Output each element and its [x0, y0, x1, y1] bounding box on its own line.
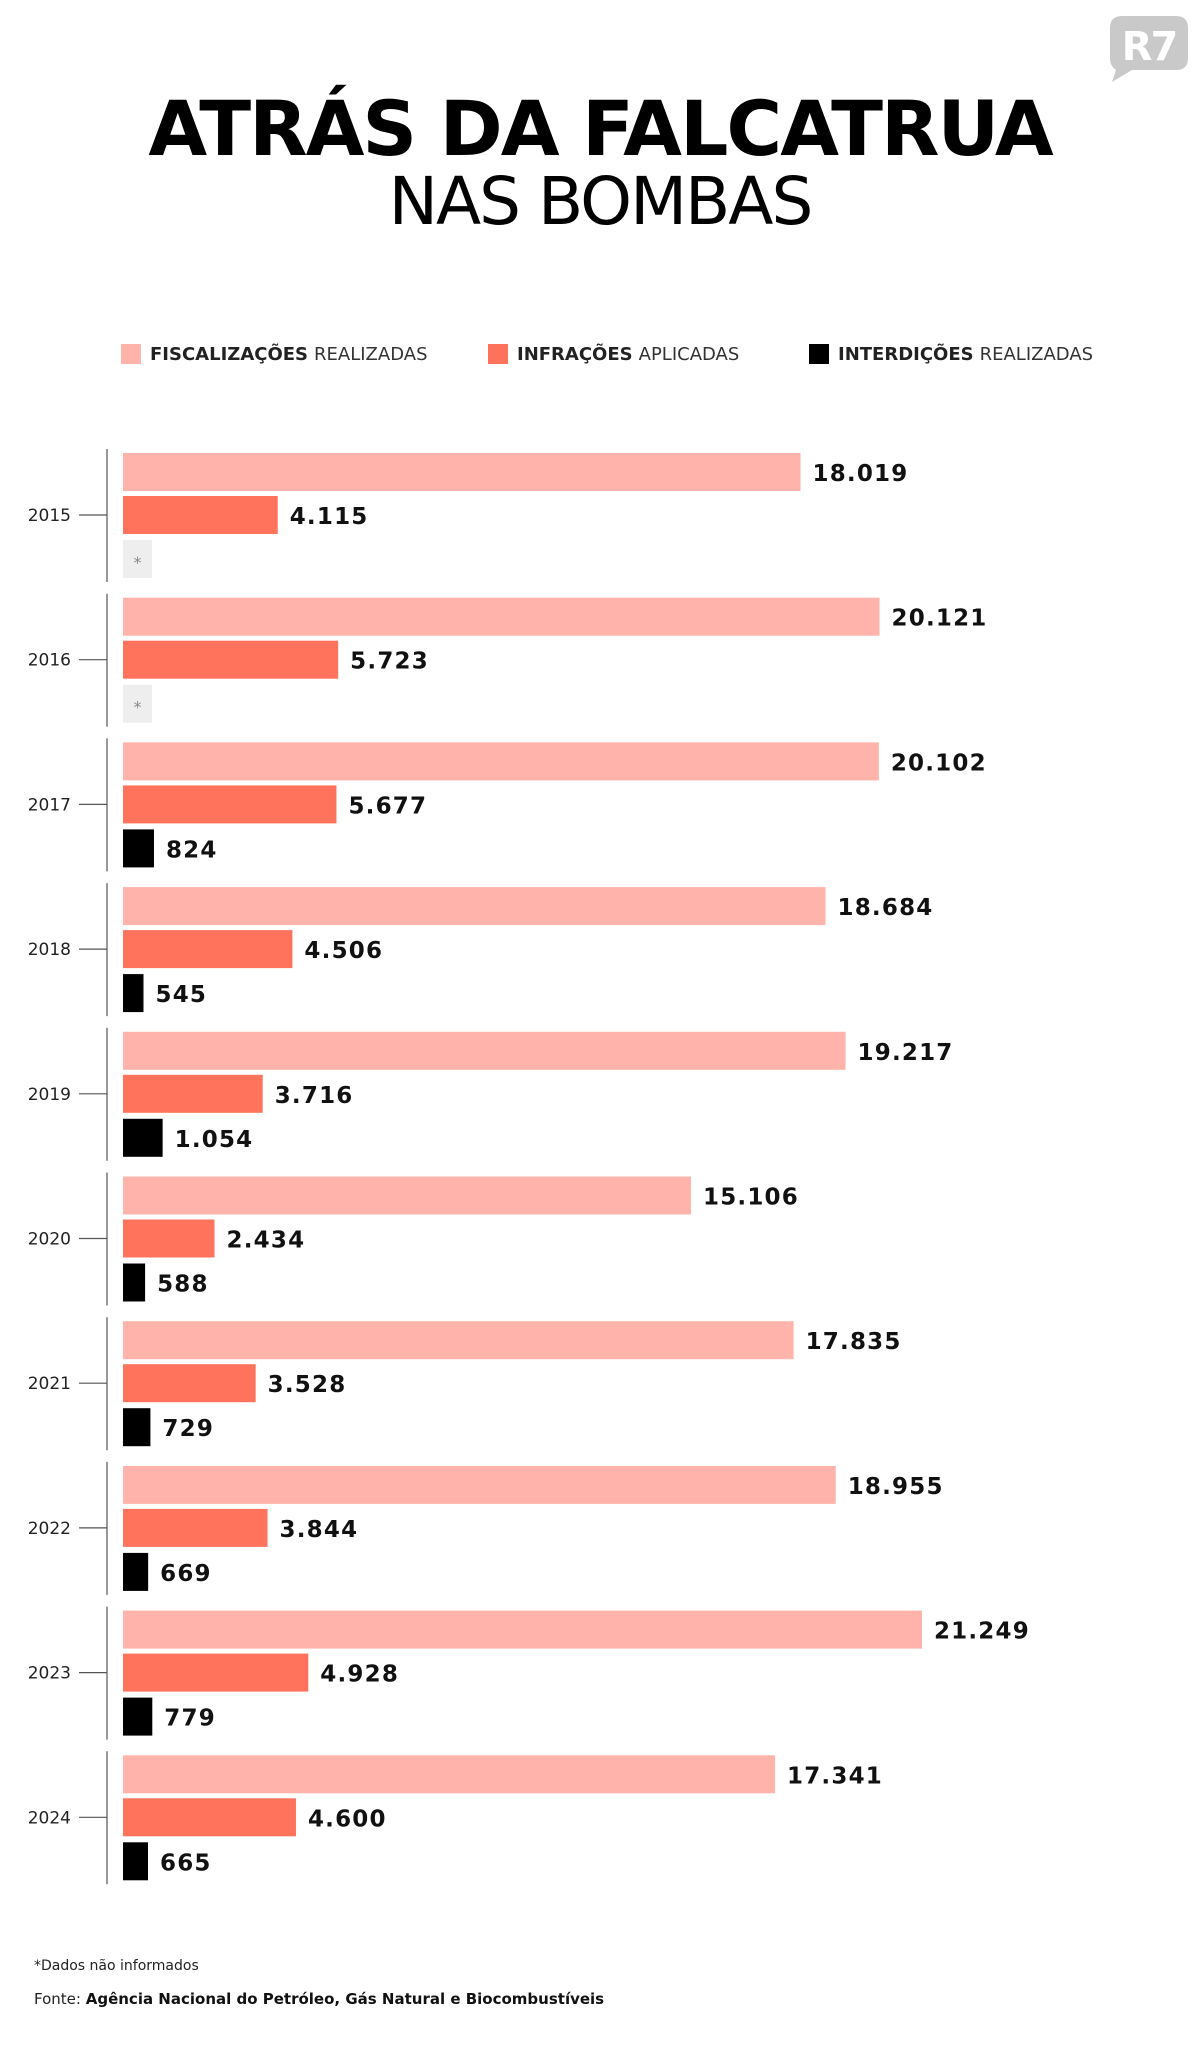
- data-label: 3.528: [268, 1372, 347, 1398]
- data-label: 669: [160, 1561, 212, 1587]
- source-name: Agência Nacional do Petróleo, Gás Natura…: [85, 1990, 605, 2008]
- legend-label-strong: INFRAÇÕES: [517, 343, 633, 365]
- page-title: ATRÁS DA FALCATRUA: [148, 84, 1053, 173]
- year-label: 2019: [28, 1085, 71, 1105]
- bar: [123, 1697, 153, 1736]
- legend-label-strong: INTERDIÇÕES: [838, 343, 974, 365]
- year-label: 2022: [28, 1519, 71, 1539]
- bar: [123, 829, 154, 868]
- data-label: 729: [162, 1416, 214, 1442]
- data-label: 3.844: [280, 1517, 359, 1543]
- bar: [123, 1074, 263, 1113]
- bar: [123, 1842, 149, 1881]
- year-label: 2018: [28, 940, 71, 960]
- data-label: 15.106: [703, 1185, 799, 1211]
- data-label: 4.506: [304, 938, 383, 964]
- bar: [123, 496, 278, 534]
- legend-swatch-interdicoes: [809, 344, 829, 364]
- legend-swatch-fiscalizacoes: [121, 344, 141, 364]
- legend-swatch-infracoes: [488, 344, 508, 364]
- year-label: 2020: [28, 1230, 71, 1250]
- year-label: 2021: [28, 1374, 71, 1394]
- missing-marker: *: [134, 698, 142, 717]
- bar: [123, 1465, 836, 1504]
- bar: [123, 1263, 146, 1302]
- data-label: 4.600: [308, 1806, 387, 1832]
- bar: [123, 1798, 296, 1837]
- data-label: 4.928: [320, 1662, 399, 1688]
- bar: [123, 1508, 268, 1547]
- bar: [123, 597, 880, 636]
- data-label: 545: [155, 982, 207, 1008]
- bar: [123, 640, 339, 679]
- r7-logo-badge: [1110, 16, 1188, 82]
- r7-logo: R7: [1110, 16, 1188, 82]
- bar: [123, 1610, 922, 1649]
- bar: [123, 453, 801, 491]
- bar: [123, 1408, 151, 1447]
- r7-logo-text: R7: [1122, 24, 1177, 70]
- data-label: 2.434: [227, 1228, 306, 1254]
- bar: [123, 1364, 256, 1403]
- data-label: 779: [164, 1706, 216, 1732]
- footnote: *Dados não informados: [34, 1958, 199, 1974]
- data-label: 21.249: [934, 1619, 1030, 1645]
- bar: [123, 974, 144, 1013]
- bar: [123, 1552, 149, 1591]
- year-label: 2016: [28, 651, 71, 671]
- source-line: Fonte: Agência Nacional do Petróleo, Gás…: [34, 1990, 604, 2008]
- missing-marker: *: [134, 553, 142, 572]
- bar: [123, 1031, 846, 1070]
- data-label: 588: [157, 1272, 209, 1298]
- year-label: 2023: [28, 1664, 71, 1684]
- bar: [123, 930, 293, 969]
- data-label: 19.217: [858, 1040, 954, 1066]
- data-label: 20.121: [892, 606, 988, 632]
- data-label: 3.716: [275, 1083, 354, 1109]
- year-label: 2024: [28, 1808, 71, 1828]
- bar: [123, 1755, 776, 1794]
- legend-label-strong: FISCALIZAÇÕES: [150, 343, 309, 365]
- bar: [123, 1219, 215, 1258]
- bar: [123, 1118, 163, 1157]
- legend-item-interdicoes: INTERDIÇÕES REALIZADAS: [809, 341, 1093, 367]
- bar: [123, 1176, 691, 1215]
- data-label: 665: [160, 1850, 212, 1876]
- legend-item-fiscalizacoes: FISCALIZAÇÕES REALIZADAS: [121, 341, 428, 367]
- data-label: 17.835: [806, 1329, 902, 1355]
- year-label: 2017: [28, 795, 71, 815]
- legend-item-infracoes: INFRAÇÕES APLICADAS: [488, 341, 739, 367]
- bar: [123, 1653, 309, 1692]
- bar: [123, 785, 337, 824]
- data-label: 4.115: [290, 504, 369, 530]
- data-label: 1.054: [175, 1127, 254, 1153]
- data-label: 17.341: [787, 1763, 883, 1789]
- data-label: 18.684: [838, 895, 934, 921]
- data-label: 18.955: [848, 1474, 944, 1500]
- bar: [123, 887, 826, 926]
- bar-missing: [123, 540, 152, 578]
- legend-label-light: REALIZADAS: [314, 343, 428, 365]
- legend-label-light: APLICADAS: [638, 343, 740, 365]
- data-label: 5.677: [348, 793, 427, 819]
- year-label: 2015: [28, 506, 71, 526]
- data-label: 20.102: [891, 750, 987, 776]
- bar: [123, 742, 879, 781]
- data-label: 18.019: [813, 461, 909, 487]
- page-subtitle: NAS BOMBAS: [388, 163, 814, 240]
- data-label: 824: [166, 837, 218, 863]
- legend-label-light: REALIZADAS: [979, 343, 1094, 365]
- bar: [123, 1321, 794, 1360]
- bar-missing: [123, 684, 152, 723]
- source-prefix: Fonte:: [34, 1990, 81, 2008]
- data-label: 5.723: [350, 649, 429, 675]
